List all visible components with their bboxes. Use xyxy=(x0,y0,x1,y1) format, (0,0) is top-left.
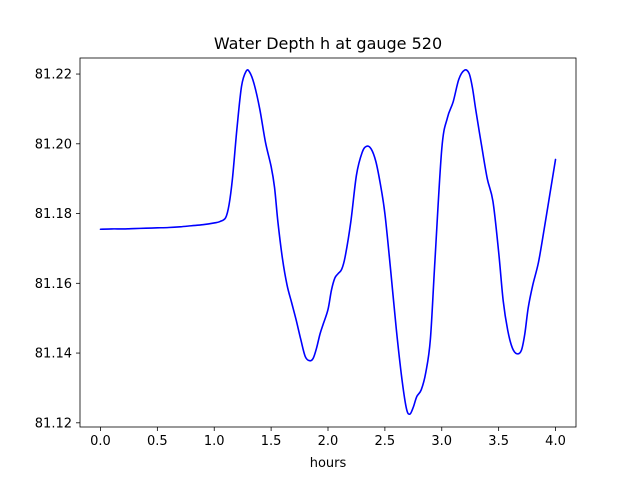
x-tick-label: 3.0 xyxy=(431,434,452,449)
x-tick-label: 0.5 xyxy=(147,434,168,449)
y-tick-label: 81.16 xyxy=(35,277,72,292)
x-axis-label: hours xyxy=(310,456,347,471)
x-tick-label: 1.5 xyxy=(261,434,282,449)
series-layer xyxy=(99,69,557,416)
y-tick-label: 81.14 xyxy=(35,347,72,362)
x-tick-label: 2.5 xyxy=(375,434,396,449)
y-axis-ticks: 81.12 81.14 81.16 81.18 81.20 81.22 xyxy=(35,68,80,431)
x-tick-label: 4.0 xyxy=(545,434,566,449)
x-axis-ticks: 0.0 0.5 1.0 1.5 2.0 2.5 3.0 3.5 4.0 xyxy=(90,427,566,449)
x-tick-label: 0.0 xyxy=(90,434,111,449)
chart-title: Water Depth h at gauge 520 xyxy=(214,34,442,53)
x-tick-label: 2.0 xyxy=(318,434,339,449)
y-tick-label: 81.12 xyxy=(35,416,72,431)
series-line-0 xyxy=(99,69,557,416)
x-tick-label: 1.0 xyxy=(204,434,225,449)
y-tick-label: 81.20 xyxy=(35,137,72,152)
y-tick-label: 81.18 xyxy=(35,207,72,222)
x-tick-label: 3.5 xyxy=(488,434,509,449)
y-tick-label: 81.22 xyxy=(35,68,72,83)
